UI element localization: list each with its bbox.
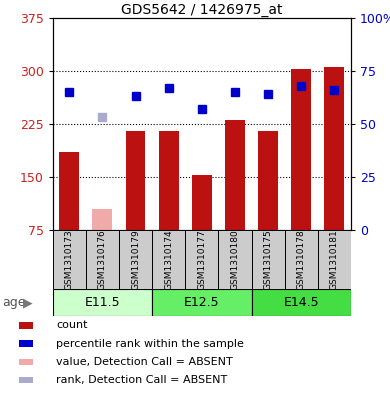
Bar [19,358,34,365]
Text: age: age [2,296,25,309]
Bar [152,289,252,316]
Bar [258,131,278,230]
Bar [218,230,252,289]
Bar [19,340,34,347]
Text: ▶: ▶ [23,296,33,309]
Text: GSM1310173: GSM1310173 [65,229,74,290]
Text: E11.5: E11.5 [85,296,120,309]
Text: E12.5: E12.5 [184,296,220,309]
Text: count: count [57,320,88,331]
Text: GSM1310178: GSM1310178 [297,229,306,290]
Bar [225,120,245,230]
Text: GSM1310177: GSM1310177 [197,229,206,290]
Text: GSM1310174: GSM1310174 [164,229,173,290]
Bar [19,377,34,383]
Bar [53,289,152,316]
Bar [92,209,112,230]
Bar [126,131,145,230]
Bar [53,230,86,289]
Bar [159,131,179,230]
Text: GSM1310180: GSM1310180 [230,229,239,290]
Text: GSM1310176: GSM1310176 [98,229,107,290]
Bar [59,152,79,230]
Bar [252,289,351,316]
Bar [285,230,318,289]
Text: GSM1310179: GSM1310179 [131,229,140,290]
Text: GSM1310181: GSM1310181 [330,229,339,290]
Bar [192,175,212,230]
Bar [19,322,34,329]
Text: percentile rank within the sample: percentile rank within the sample [57,339,245,349]
Bar [119,230,152,289]
Bar [324,67,344,230]
Title: GDS5642 / 1426975_at: GDS5642 / 1426975_at [121,3,283,17]
Bar [318,230,351,289]
Bar [185,230,218,289]
Text: E14.5: E14.5 [284,296,319,309]
Bar [252,230,285,289]
Bar [152,230,185,289]
Text: value, Detection Call = ABSENT: value, Detection Call = ABSENT [57,357,233,367]
Text: GSM1310175: GSM1310175 [264,229,273,290]
Text: rank, Detection Call = ABSENT: rank, Detection Call = ABSENT [57,375,228,385]
Bar [86,230,119,289]
Bar [291,69,311,230]
